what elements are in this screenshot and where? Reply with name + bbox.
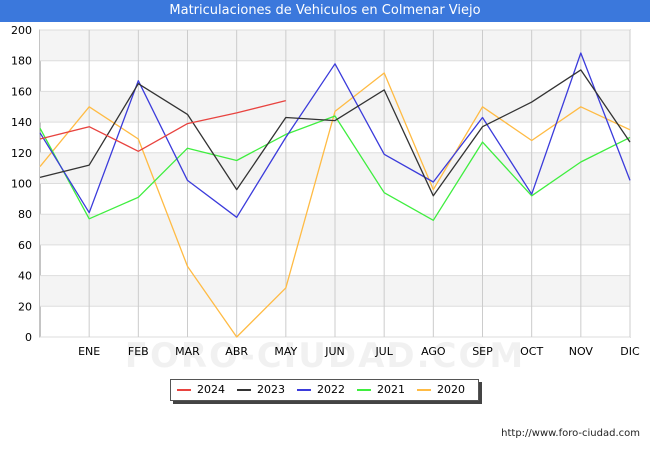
legend-label: 2022 <box>317 383 345 396</box>
watermark: FORO-CIUDAD.COM <box>124 336 526 376</box>
x-tick-label: MAY <box>274 345 297 358</box>
legend-swatch <box>297 389 311 391</box>
legend-label: 2021 <box>377 383 405 396</box>
legend-swatch <box>177 389 191 391</box>
y-tick-label: 140 <box>11 116 32 129</box>
x-tick-label: AGO <box>421 345 446 358</box>
series-line-2023 <box>39 69 631 197</box>
x-tick-label: FEB <box>128 345 149 358</box>
x-tick-label: MAR <box>175 345 200 358</box>
legend-swatch <box>237 389 251 391</box>
y-tick-label: 100 <box>11 178 32 191</box>
source-url: http://www.foro-ciudad.com <box>501 428 640 439</box>
y-tick-label: 200 <box>11 24 32 37</box>
x-tick-label: JUN <box>324 345 345 358</box>
x-tick-label: DIC <box>620 345 640 358</box>
x-tick-label: JUL <box>374 345 393 358</box>
legend-label: 2023 <box>257 383 285 396</box>
y-tick-label: 120 <box>11 147 32 160</box>
x-tick-label: NOV <box>569 345 594 358</box>
legend-swatch <box>417 389 431 391</box>
x-tick-label: OCT <box>520 345 543 358</box>
y-tick-label: 160 <box>11 85 32 98</box>
y-tick-label: 60 <box>18 239 32 252</box>
x-tick-label: ENE <box>78 345 100 358</box>
legend-swatch <box>357 389 371 391</box>
y-tick-label: 20 <box>18 300 32 313</box>
series-line-2024 <box>39 99 286 152</box>
title-bar <box>0 0 650 22</box>
y-tick-label: 80 <box>18 208 32 221</box>
x-tick-label: ABR <box>225 345 248 358</box>
y-tick-label: 180 <box>11 55 32 68</box>
chart-title: Matriculaciones de Vehiculos en Colmenar… <box>169 3 481 18</box>
series-line-2021 <box>39 115 631 221</box>
legend-label: 2020 <box>437 383 465 396</box>
legend: 2024 2023 2022 2021 2020 <box>170 379 479 401</box>
y-tick-label: 0 <box>25 331 32 344</box>
y-tick-label: 40 <box>18 270 32 283</box>
series-line-2020 <box>39 72 631 338</box>
legend-label: 2024 <box>197 383 225 396</box>
x-tick-label: SEP <box>472 345 493 358</box>
series-line-2022 <box>39 52 631 218</box>
